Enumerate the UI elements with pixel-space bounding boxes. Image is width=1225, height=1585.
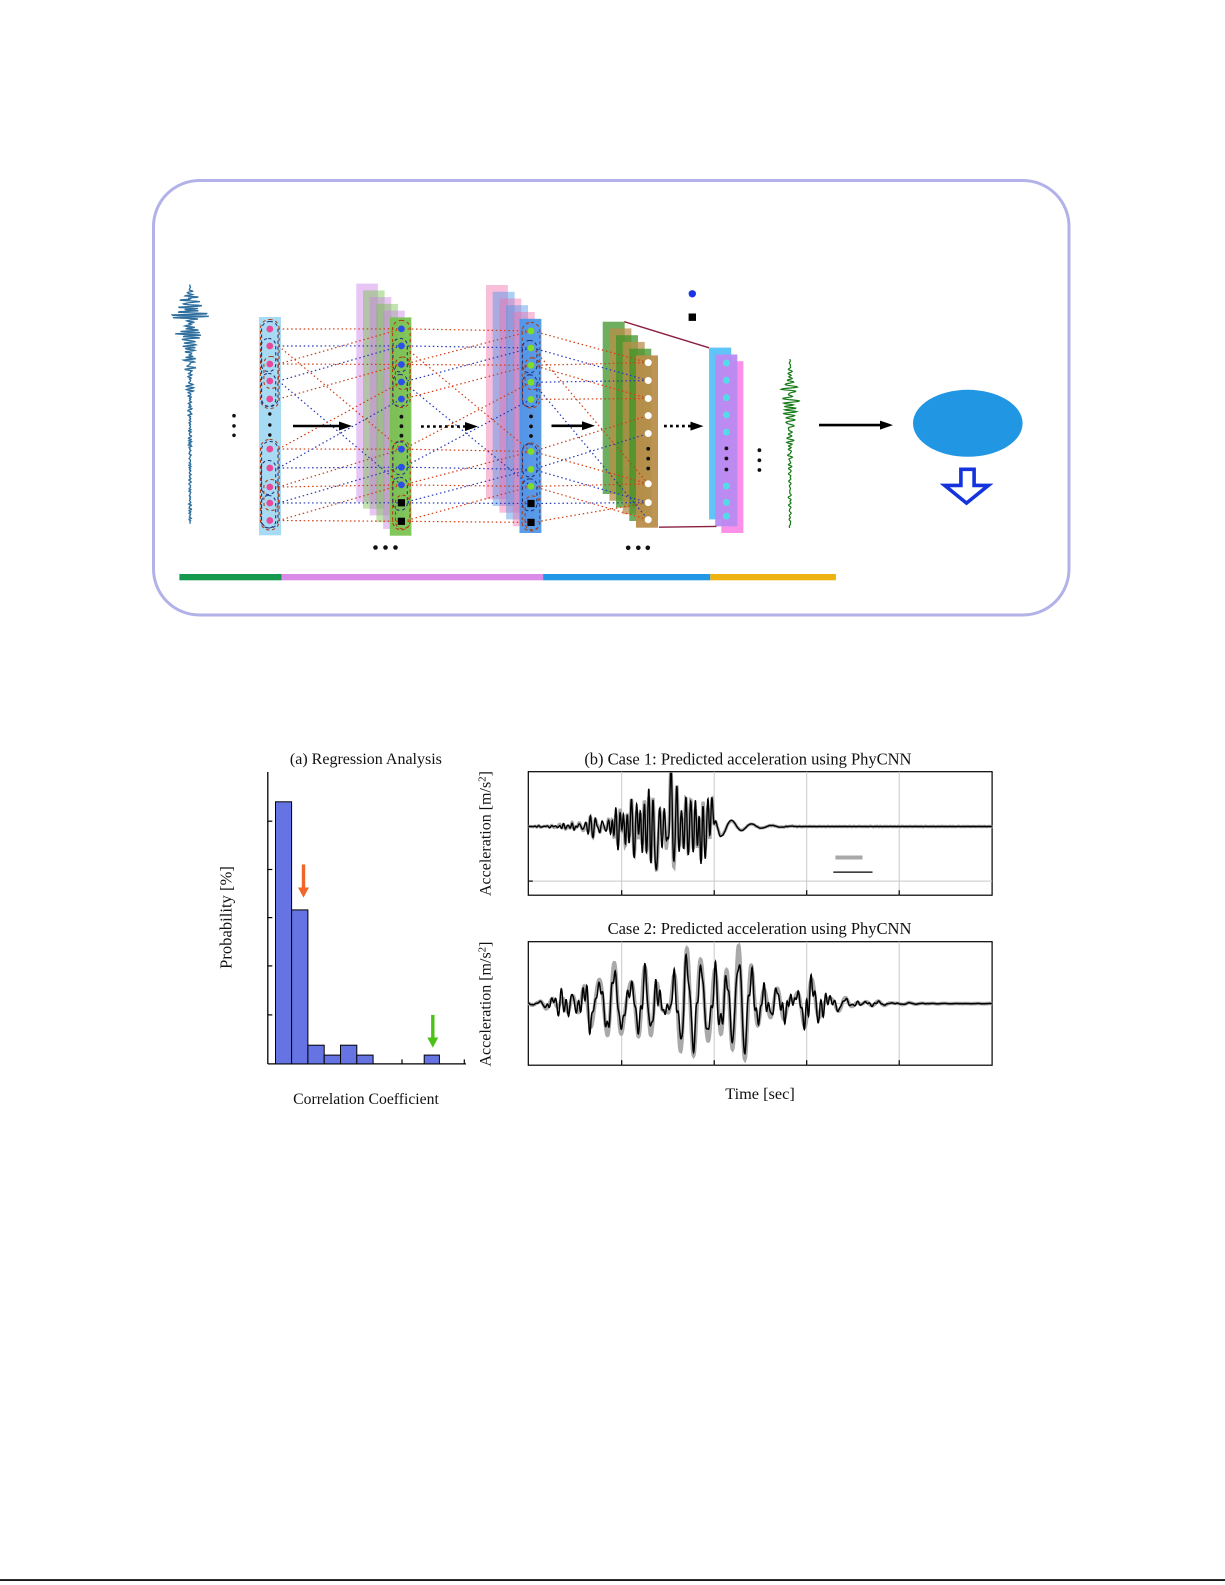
svg-text:(b) Case 1: Predicted accelera: (b) Case 1: Predicted acceleration using… <box>584 750 911 769</box>
svg-text:Time [sec]: Time [sec] <box>725 1084 795 1103</box>
svg-text:Case 2: Predicted acceleration: Case 2: Predicted acceleration using Phy… <box>608 919 912 938</box>
svg-text:Correlation Coefficient: Correlation Coefficient <box>293 1091 439 1108</box>
svg-text:Acceleration [m/s2]: Acceleration [m/s2] <box>477 942 495 1067</box>
svg-text:(a) Regression Analysis: (a) Regression Analysis <box>290 751 442 768</box>
svg-text:Acceleration [m/s2]: Acceleration [m/s2] <box>477 771 495 896</box>
svg-text:Probability [%]: Probability [%] <box>217 866 236 969</box>
